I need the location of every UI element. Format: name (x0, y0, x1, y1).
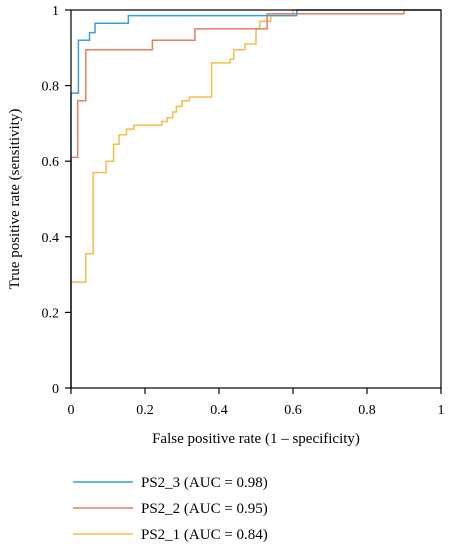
x-axis-title: False positive rate (1 – specificity) (152, 431, 360, 447)
y-tick-label: 0.6 (42, 155, 60, 170)
y-tick-label: 0 (52, 382, 59, 397)
series-line-2 (70, 9, 441, 388)
series-line-1 (70, 9, 441, 388)
y-tick-label: 0.4 (42, 231, 60, 246)
plot-lines (70, 9, 441, 388)
y-axis-title: True positive rate (sensitivity) (7, 109, 23, 290)
y-tick-label: 0.8 (42, 80, 60, 95)
x-tick-label: 0.2 (136, 403, 154, 418)
legend: PS2_3 (AUC = 0.98) PS2_2 (AUC = 0.95) PS2_… (73, 475, 268, 543)
x-tick-label: 0.8 (358, 403, 376, 418)
x-tick-label: 0.4 (210, 403, 228, 418)
tick-labels: 0 0.2 0.4 0.6 0.8 1 0 0.2 0.4 0.6 0.8 1 (42, 4, 445, 418)
legend-label-3: PS2_1 (AUC = 0.84) (141, 527, 268, 543)
legend-label-1: PS2_3 (AUC = 0.98) (141, 475, 268, 491)
legend-label-2: PS2_2 (AUC = 0.95) (141, 501, 268, 517)
series-line-3 (70, 9, 441, 388)
x-tick-label: 0 (68, 403, 75, 418)
y-tick-label: 1 (52, 4, 59, 19)
y-tick-label: 0.2 (42, 306, 60, 321)
plot-frame (70, 9, 442, 389)
x-tick-label: 1 (438, 403, 445, 418)
axes (70, 9, 442, 389)
x-tick-label: 0.6 (284, 403, 302, 418)
